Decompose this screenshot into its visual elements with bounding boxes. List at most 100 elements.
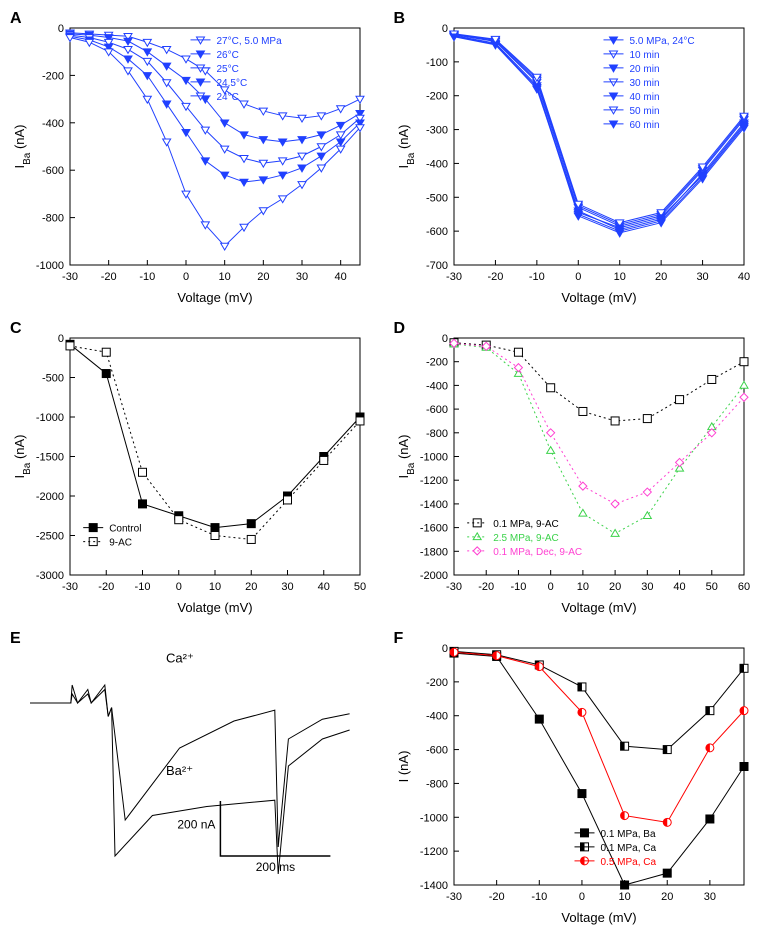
svg-text:30 min: 30 min — [629, 78, 659, 89]
svg-text:-400: -400 — [42, 118, 64, 130]
svg-text:-600: -600 — [425, 745, 447, 757]
panel-label-E: E — [10, 630, 21, 648]
svg-text:0: 0 — [441, 23, 447, 35]
svg-text:-30: -30 — [446, 581, 462, 593]
svg-text:0: 0 — [578, 891, 584, 903]
svg-text:-30: -30 — [62, 271, 78, 283]
svg-text:IBa (nA): IBa (nA) — [12, 124, 33, 168]
svg-text:10: 10 — [576, 581, 588, 593]
panel-D: D -30-20-100102030405060-2000-1800-1600-… — [394, 320, 758, 620]
panel-C: C -30-20-1001020304050-3000-2500-2000-15… — [10, 320, 374, 620]
svg-text:-20: -20 — [487, 271, 503, 283]
svg-text:0: 0 — [58, 333, 64, 345]
svg-text:10: 10 — [613, 271, 625, 283]
svg-text:Voltage (mV): Voltage (mV) — [561, 290, 636, 305]
svg-text:0.5 MPa, Ca: 0.5 MPa, Ca — [600, 857, 656, 868]
svg-text:-400: -400 — [425, 380, 447, 392]
svg-text:-10: -10 — [139, 271, 155, 283]
svg-text:-1000: -1000 — [36, 412, 64, 424]
svg-text:20: 20 — [257, 271, 269, 283]
svg-text:30: 30 — [296, 271, 308, 283]
svg-text:I (nA): I (nA) — [396, 751, 411, 783]
svg-text:0: 0 — [575, 271, 581, 283]
svg-text:200 ms: 200 ms — [256, 860, 295, 874]
svg-text:24°C: 24°C — [217, 92, 239, 103]
svg-text:0.1 MPa, 9-AC: 0.1 MPa, 9-AC — [493, 519, 559, 530]
panel-F: F -30-20-100102030-1400-1200-1000-800-60… — [394, 630, 758, 930]
svg-text:Control: Control — [109, 524, 141, 535]
panel-label-D: D — [394, 320, 406, 338]
panel-label-C: C — [10, 320, 22, 338]
svg-text:0: 0 — [183, 271, 189, 283]
svg-text:-1500: -1500 — [36, 452, 64, 464]
svg-text:2.5 MPa, 9-AC: 2.5 MPa, 9-AC — [493, 533, 559, 544]
svg-text:-700: -700 — [425, 260, 447, 272]
chart-C: -30-20-1001020304050-3000-2500-2000-1500… — [10, 320, 370, 620]
svg-text:-800: -800 — [42, 213, 64, 225]
svg-text:30: 30 — [281, 581, 293, 593]
chart-D: -30-20-100102030405060-2000-1800-1600-14… — [394, 320, 754, 620]
svg-text:0.1 MPa, Ca: 0.1 MPa, Ca — [600, 843, 656, 854]
svg-text:30: 30 — [641, 581, 653, 593]
svg-text:-400: -400 — [425, 711, 447, 723]
svg-text:-200: -200 — [425, 357, 447, 369]
svg-text:-10: -10 — [510, 581, 526, 593]
chart-A: -30-20-10010203040-1000-800-600-400-2000… — [10, 10, 370, 310]
svg-text:25°C: 25°C — [217, 64, 239, 75]
svg-text:-1000: -1000 — [36, 260, 64, 272]
svg-text:IBa (nA): IBa (nA) — [396, 124, 417, 168]
svg-text:-600: -600 — [425, 404, 447, 416]
svg-text:-10: -10 — [528, 271, 544, 283]
svg-text:-300: -300 — [425, 125, 447, 137]
chart-B: -30-20-10010203040-700-600-500-400-300-2… — [394, 10, 754, 310]
svg-text:20: 20 — [661, 891, 673, 903]
svg-text:10: 10 — [618, 891, 630, 903]
svg-text:60 min: 60 min — [629, 120, 659, 131]
svg-text:24.5°C: 24.5°C — [217, 78, 248, 89]
svg-text:-20: -20 — [488, 891, 504, 903]
svg-text:-1600: -1600 — [419, 523, 447, 535]
panel-label-F: F — [394, 630, 404, 648]
svg-text:0: 0 — [58, 23, 64, 35]
svg-text:30: 30 — [703, 891, 715, 903]
svg-text:40: 40 — [335, 271, 347, 283]
svg-text:0: 0 — [547, 581, 553, 593]
figure-grid: A -30-20-10010203040-1000-800-600-400-20… — [10, 10, 757, 930]
svg-text:0.1 MPa, Ba: 0.1 MPa, Ba — [600, 829, 655, 840]
svg-text:40: 40 — [673, 581, 685, 593]
svg-text:40 min: 40 min — [629, 92, 659, 103]
svg-text:-30: -30 — [446, 271, 462, 283]
svg-text:10: 10 — [209, 581, 221, 593]
svg-text:50 min: 50 min — [629, 106, 659, 117]
svg-text:20: 20 — [245, 581, 257, 593]
svg-text:10 min: 10 min — [629, 50, 659, 61]
svg-text:-1000: -1000 — [419, 812, 447, 824]
svg-text:IBa (nA): IBa (nA) — [12, 434, 33, 478]
panel-B: B -30-20-10010203040-700-600-500-400-300… — [394, 10, 758, 310]
svg-text:-500: -500 — [42, 373, 64, 385]
svg-text:40: 40 — [737, 271, 749, 283]
svg-text:0: 0 — [176, 581, 182, 593]
panel-A: A -30-20-10010203040-1000-800-600-400-20… — [10, 10, 374, 310]
svg-text:Volatge (mV): Volatge (mV) — [177, 600, 252, 615]
svg-text:-20: -20 — [101, 271, 117, 283]
svg-text:-500: -500 — [425, 192, 447, 204]
svg-text:-2000: -2000 — [36, 491, 64, 503]
svg-text:-30: -30 — [62, 581, 78, 593]
svg-text:-800: -800 — [425, 778, 447, 790]
svg-text:-1200: -1200 — [419, 846, 447, 858]
panel-E: E Ca²⁺Ba²⁺200 nA200 ms — [10, 630, 374, 930]
svg-text:26°C: 26°C — [217, 50, 239, 61]
svg-text:-200: -200 — [425, 91, 447, 103]
svg-text:Ba²⁺: Ba²⁺ — [166, 763, 193, 778]
svg-text:9-AC: 9-AC — [109, 538, 132, 549]
svg-text:20 min: 20 min — [629, 64, 659, 75]
svg-text:-200: -200 — [42, 70, 64, 82]
svg-text:-600: -600 — [42, 165, 64, 177]
svg-text:50: 50 — [354, 581, 366, 593]
svg-text:-100: -100 — [425, 57, 447, 69]
svg-text:Voltage (mV): Voltage (mV) — [561, 910, 636, 925]
svg-text:IBa (nA): IBa (nA) — [396, 434, 417, 478]
svg-text:0.1 MPa, Dec, 9-AC: 0.1 MPa, Dec, 9-AC — [493, 547, 582, 558]
svg-text:Ca²⁺: Ca²⁺ — [166, 651, 194, 666]
